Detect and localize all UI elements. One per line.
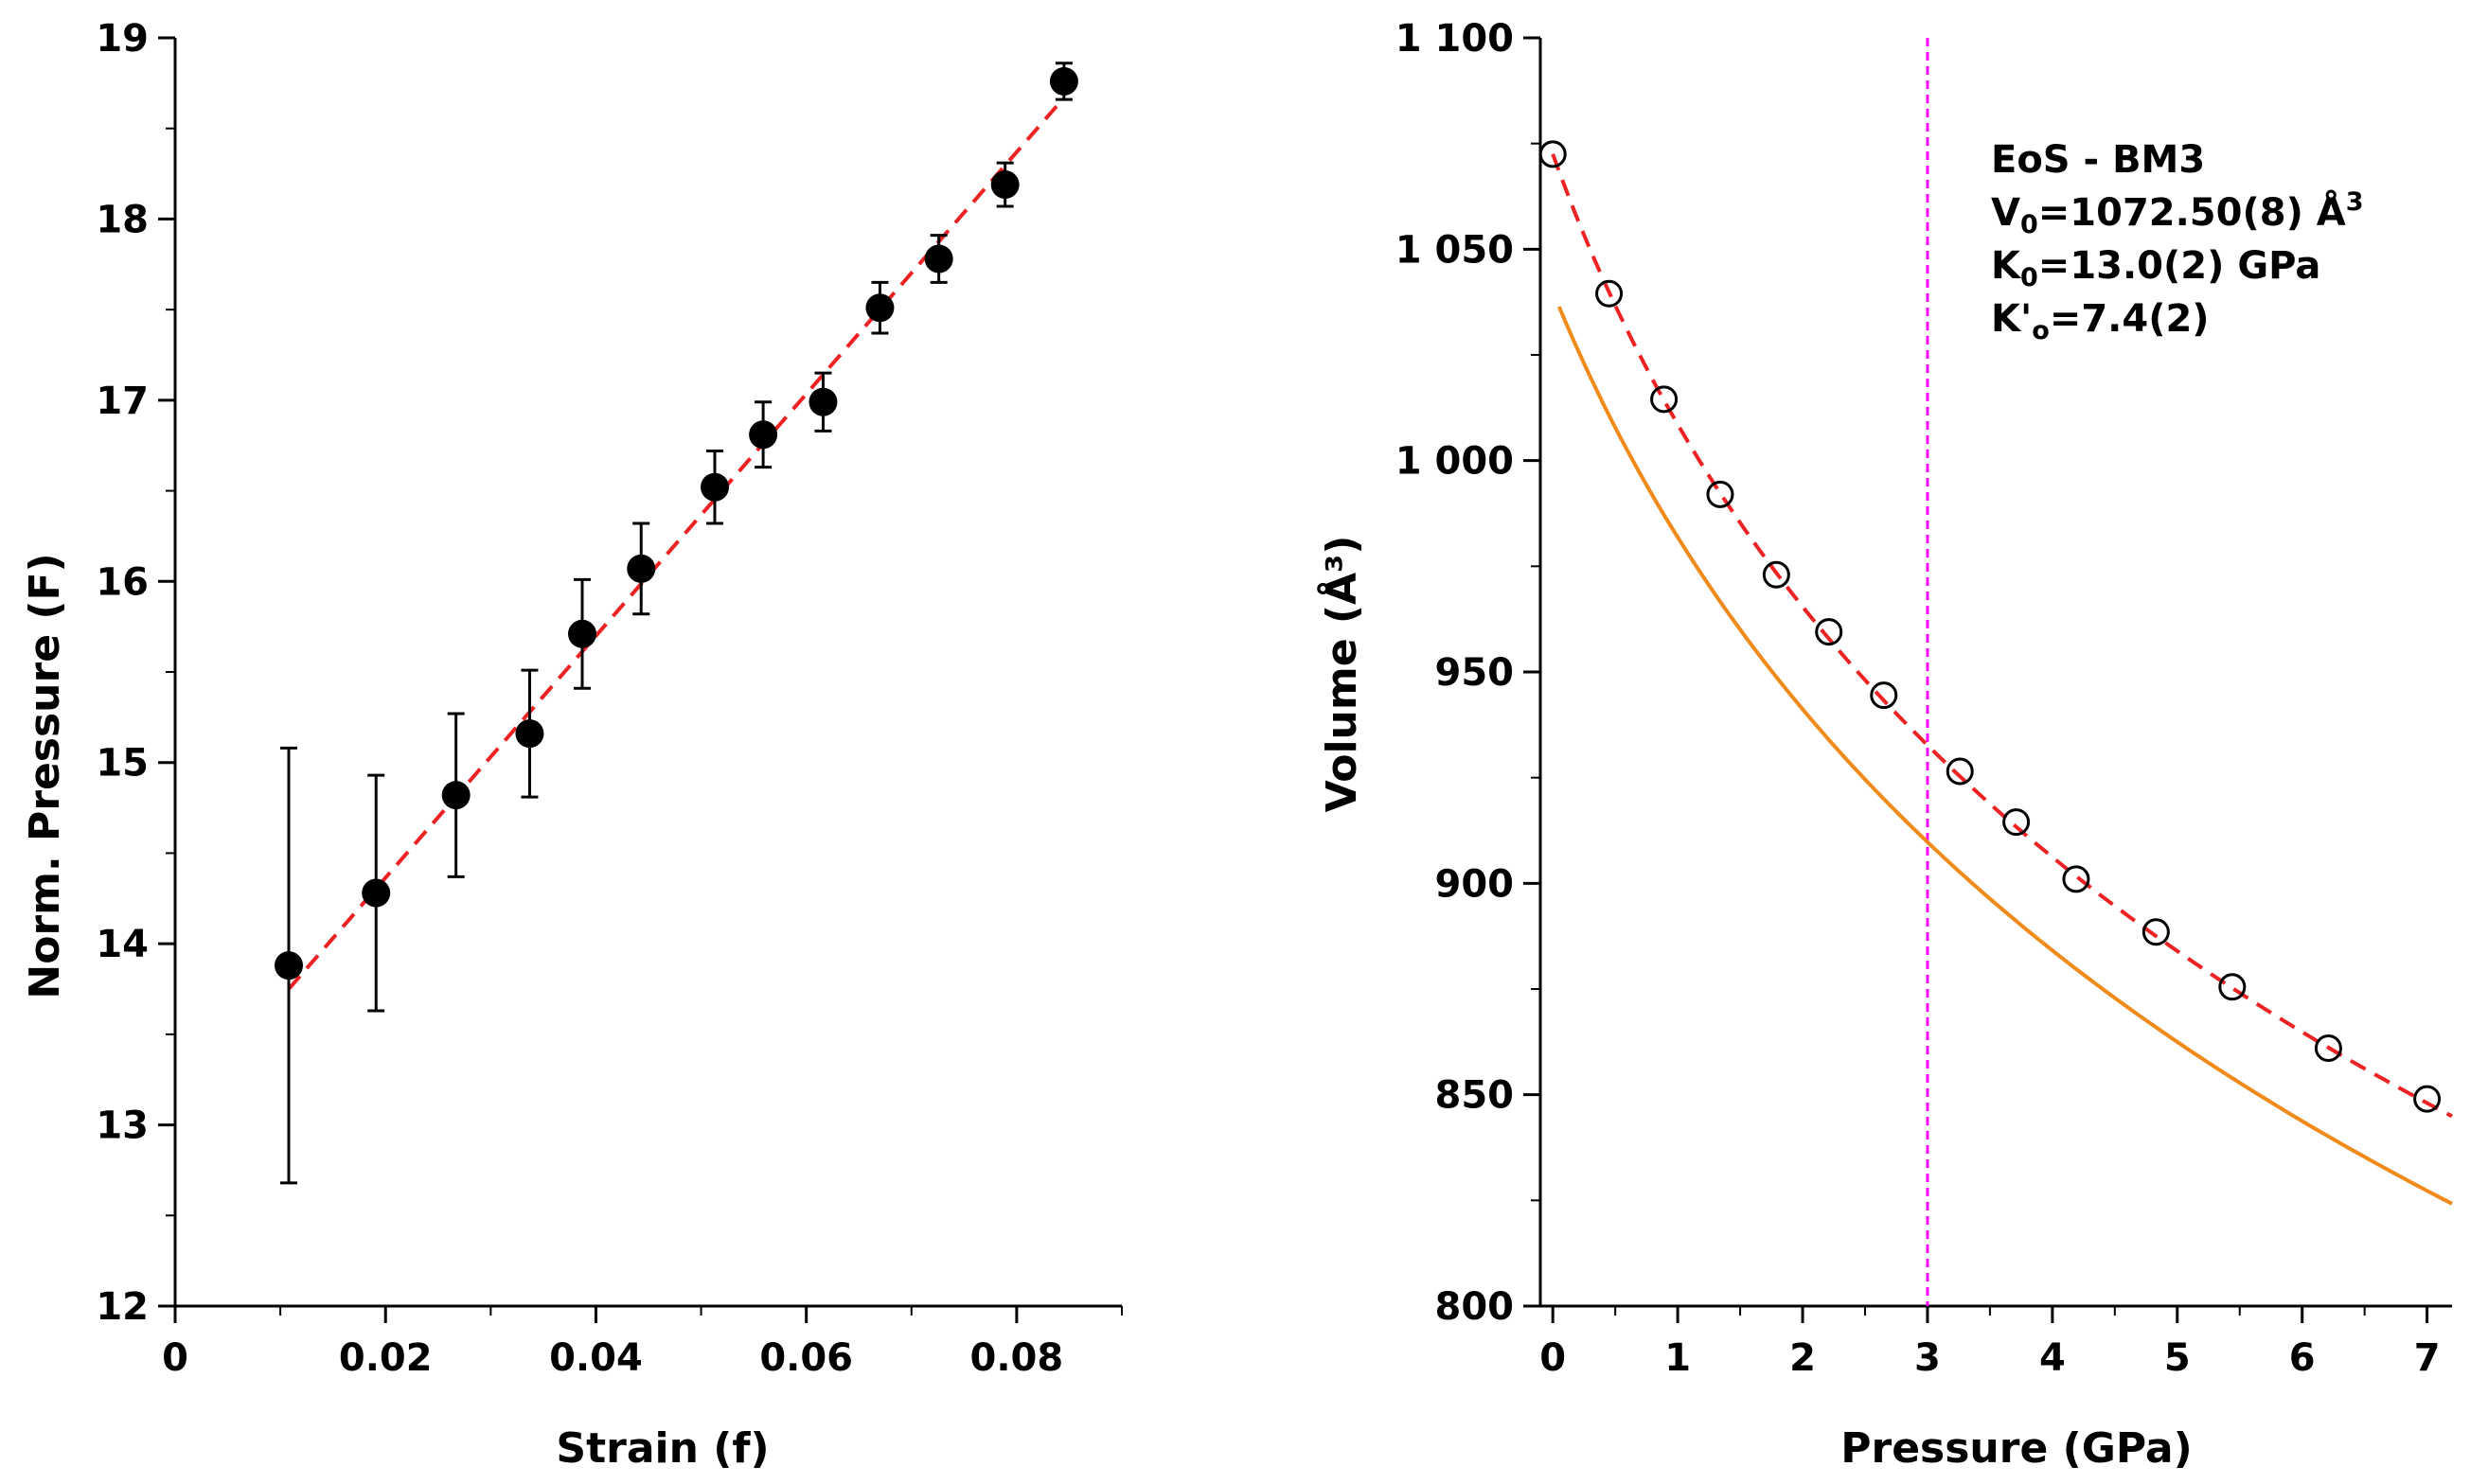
annotation-line-k0: K0=13.0(2) GPa	[1991, 244, 2320, 292]
open-marker	[2314, 1034, 2342, 1063]
left-data-points	[275, 62, 1078, 1185]
right-y-tick-label: 1 050	[1395, 228, 1514, 272]
left-data-point	[701, 449, 729, 525]
right-x-tick-label: 4	[2039, 1336, 2066, 1380]
annotation-line-kp: K'o=7.4(2)	[1991, 297, 2210, 345]
open-marker	[2062, 865, 2090, 893]
left-fit-dashed-line	[287, 96, 1066, 991]
filled-marker	[568, 619, 596, 648]
right-x-axis-title: Pressure (GPa)	[1840, 1424, 2192, 1473]
filled-marker	[749, 420, 778, 450]
right-data-points	[1538, 140, 2442, 1113]
left-ticks: 12 13 14 15 16 17 18 19 0 0.02 0.04 0.06 0.08	[96, 17, 1123, 1380]
filled-marker	[441, 781, 471, 810]
open-marker	[2413, 1085, 2442, 1113]
open-marker	[2218, 973, 2247, 1001]
left-data-point	[990, 161, 1020, 208]
left-data-point	[809, 371, 838, 433]
open-marker	[1650, 385, 1679, 414]
filled-marker	[627, 554, 656, 583]
left-data-point	[749, 400, 778, 469]
right-fit-curves	[1551, 153, 2453, 1206]
open-marker	[2141, 918, 2170, 946]
right-x-tick-label: 1	[1664, 1336, 1691, 1380]
left-y-tick-label: 13	[96, 1104, 149, 1148]
left-x-tick-label: 0.06	[759, 1336, 853, 1380]
left-data-point	[627, 521, 656, 616]
left-data-point	[515, 668, 544, 799]
open-marker	[1870, 681, 1898, 710]
left-x-tick-label: 0	[162, 1336, 188, 1380]
left-data-point	[568, 577, 596, 690]
filled-marker	[362, 878, 391, 908]
left-data-point	[1049, 62, 1078, 101]
filled-marker	[515, 719, 544, 749]
left-y-tick-label: 14	[96, 923, 149, 966]
left-y-tick-label: 17	[96, 380, 149, 423]
open-marker	[2002, 808, 2031, 837]
right-y-tick-label: 1 100	[1395, 17, 1514, 61]
filled-marker	[701, 472, 729, 502]
annotation-line-1: EoS - BM3	[1991, 138, 2205, 182]
right-x-tick-label: 0	[1539, 1336, 1566, 1380]
right-y-tick-label: 1 000	[1395, 440, 1514, 484]
filled-marker	[865, 293, 895, 323]
right-y-tick-label: 950	[1435, 651, 1515, 695]
left-x-tick-label: 0.02	[339, 1336, 433, 1380]
left-y-tick-label: 19	[96, 17, 149, 61]
left-x-tick-label: 0.04	[549, 1336, 643, 1380]
open-marker	[1706, 480, 1734, 508]
left-y-tick-label: 16	[96, 560, 149, 604]
eos-annotation: EoS - BM3 V0=1072.50(8) Å3 K0=13.0(2) GP…	[1991, 138, 2364, 345]
filled-marker	[275, 951, 303, 980]
filled-marker	[990, 170, 1020, 200]
left-data-point	[275, 746, 303, 1185]
filled-marker	[809, 387, 838, 416]
left-x-tick-label: 0.08	[970, 1336, 1064, 1380]
left-y-tick-label: 15	[96, 742, 149, 786]
left-fit-line	[287, 96, 1066, 991]
right-x-tick-label: 7	[2414, 1336, 2441, 1380]
annotation-line-v0: V0=1072.50(8) Å3	[1991, 187, 2364, 239]
left-x-axis-title: Strain (f)	[556, 1424, 769, 1473]
open-marker	[1946, 757, 1974, 786]
right-x-tick-label: 5	[2164, 1336, 2191, 1380]
open-marker	[1762, 560, 1790, 589]
left-y-tick-label: 12	[96, 1285, 149, 1329]
left-y-axis-title: Norm. Pressure (F)	[21, 553, 69, 998]
bm3-fit-dashed-curve	[1551, 153, 2453, 1119]
filled-marker	[1049, 66, 1078, 96]
left-data-point	[441, 712, 471, 878]
left-chart: 12 13 14 15 16 17 18 19 0 0.02 0.04 0.06 0.08 Strain…	[21, 17, 1123, 1473]
right-y-tick-label: 900	[1435, 862, 1515, 906]
right-x-tick-label: 2	[1789, 1336, 1816, 1380]
left-data-point	[362, 773, 391, 1013]
right-y-axis-title: Volume (Å³)	[1316, 536, 1366, 813]
open-marker	[1815, 618, 1843, 646]
left-y-tick-label: 18	[96, 198, 149, 241]
open-marker	[1538, 140, 1567, 168]
orange-solid-curve	[1556, 306, 2453, 1206]
right-y-tick-label: 800	[1435, 1285, 1515, 1329]
right-y-tick-label: 850	[1435, 1074, 1515, 1118]
right-x-tick-label: 3	[1914, 1336, 1941, 1380]
filled-marker	[924, 244, 953, 274]
open-marker	[1595, 279, 1624, 308]
left-data-point	[924, 234, 953, 284]
left-data-point	[865, 280, 895, 335]
right-x-tick-label: 6	[2289, 1336, 2316, 1380]
